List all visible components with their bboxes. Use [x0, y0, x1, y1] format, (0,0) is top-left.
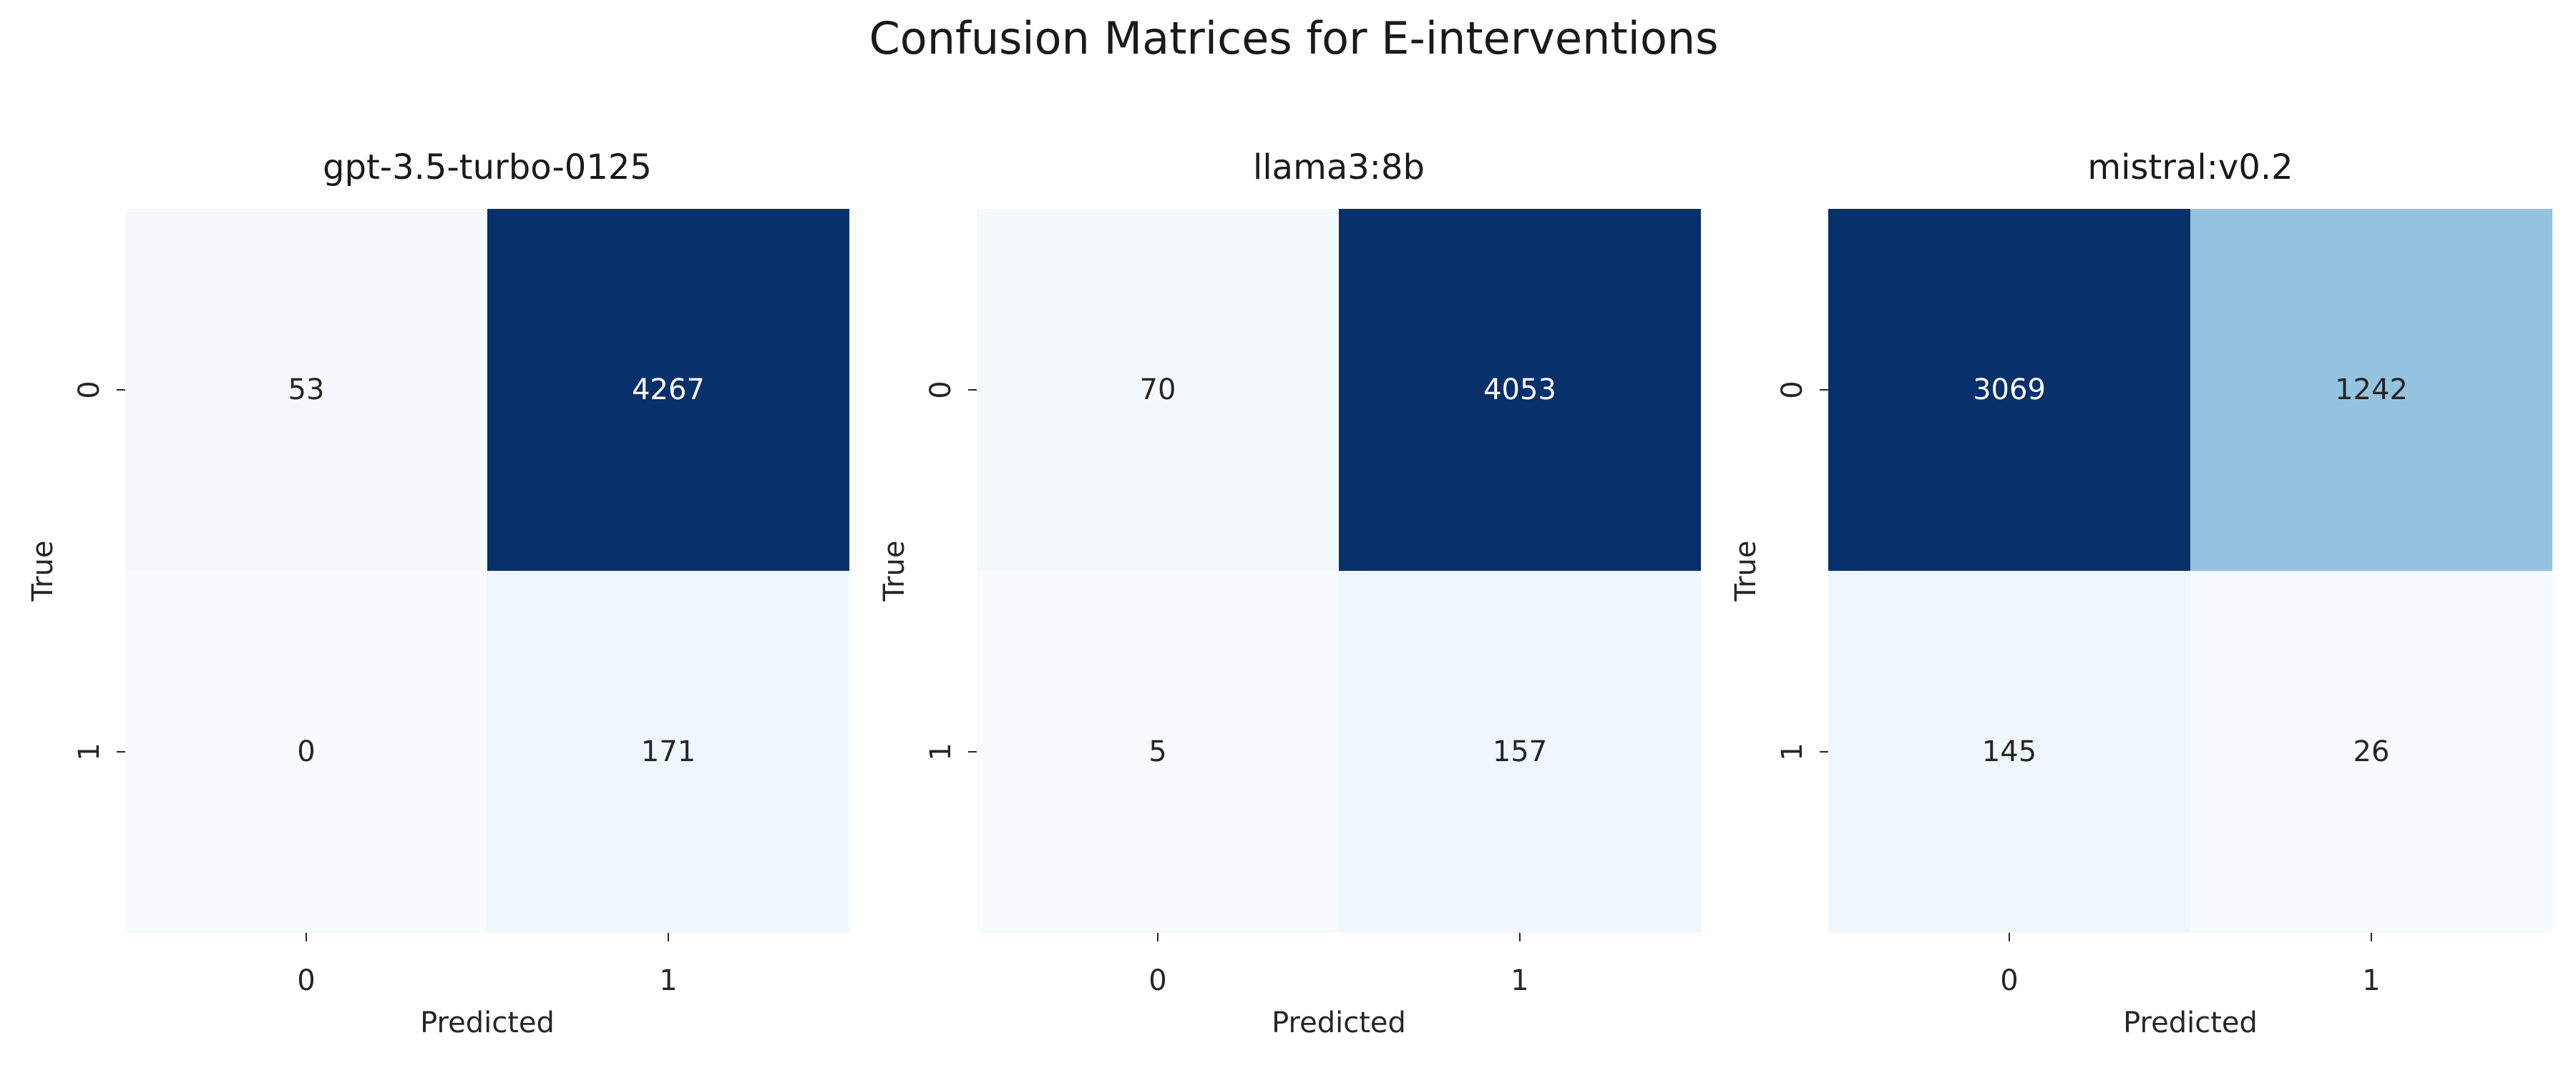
subplot-title: mistral:v0.2 [2087, 147, 2293, 187]
heatmap-cell [487, 209, 849, 571]
heatmap-cell [977, 209, 1339, 571]
x-tick-label: 0 [297, 964, 315, 997]
cell-value-label: 53 [288, 373, 325, 406]
y-tick-label: 0 [1776, 381, 1809, 398]
cell-value-label: 157 [1493, 735, 1547, 768]
y-axis-label: True [1729, 541, 1762, 602]
heatmap-cell [487, 571, 849, 933]
heatmap-panel: 53 4267 0 171 gpt-3.5-turbo-0125 0 1 0 1 Predicte… [26, 147, 849, 1039]
heatmap-cell [125, 571, 487, 933]
y-tick-label: 1 [73, 743, 106, 760]
subplot-title: gpt-3.5-turbo-0125 [323, 147, 652, 187]
heatmap-panel: 3069 1242 145 26 mistral:v0.2 0 1 0 1 Predicted Tr… [1729, 147, 2552, 1039]
x-tick-label: 1 [1511, 964, 1528, 997]
y-tick-label: 1 [1776, 743, 1809, 760]
figure-title: Confusion Matrices for E-interventions [869, 12, 1718, 64]
cell-value-label: 4267 [632, 373, 705, 406]
cell-value-label: 0 [297, 735, 315, 768]
y-tick-label: 0 [73, 381, 106, 398]
cell-value-label: 26 [2353, 735, 2390, 768]
y-tick-label: 1 [924, 743, 957, 760]
subplot-title: llama3:8b [1253, 147, 1425, 187]
heatmap-cell [1828, 209, 2190, 571]
heatmap-cell [125, 209, 487, 571]
cell-value-label: 145 [1982, 735, 2036, 768]
y-axis-label: True [878, 541, 911, 602]
x-axis-label: Predicted [420, 1006, 555, 1039]
x-axis-label: Predicted [2123, 1006, 2258, 1039]
heatmap-cell [1339, 209, 1701, 571]
heatmap-cell [977, 571, 1339, 933]
heatmap-panel: 70 4053 5 157 llama3:8b 0 1 0 1 Predicted True [878, 147, 1701, 1039]
x-tick-label: 0 [2000, 964, 2018, 997]
x-tick-label: 1 [659, 964, 677, 997]
cell-value-label: 4053 [1483, 373, 1556, 406]
cell-value-label: 1242 [2335, 373, 2408, 406]
heatmap-cell [1339, 571, 1701, 933]
x-axis-label: Predicted [1272, 1006, 1406, 1039]
cell-value-label: 171 [641, 735, 696, 768]
cell-value-label: 70 [1140, 373, 1176, 406]
heatmap-cell [2190, 209, 2552, 571]
cell-value-label: 3069 [1973, 373, 2046, 406]
heatmap-panels: 53 4267 0 171 gpt-3.5-turbo-0125 0 1 0 1 Predicte… [26, 147, 2552, 1039]
cell-value-label: 5 [1148, 735, 1166, 768]
heatmap-cell [2190, 571, 2552, 933]
heatmap-cell [1828, 571, 2190, 933]
y-axis-label: True [26, 541, 59, 602]
y-tick-label: 0 [924, 381, 957, 398]
x-tick-label: 1 [2362, 964, 2380, 997]
x-tick-label: 0 [1148, 964, 1166, 997]
